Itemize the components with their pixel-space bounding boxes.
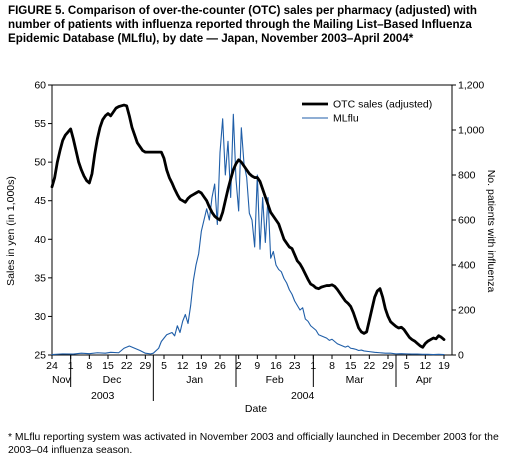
y-axis-right: 0 200 400 600 800 1,000 1,200 xyxy=(452,80,484,362)
x-tick-label: 29 xyxy=(139,360,151,372)
x-axis-title: Date xyxy=(245,403,267,415)
x-tick-label: 22 xyxy=(121,360,133,372)
y2-axis-title: No. patients with influenza xyxy=(485,170,497,293)
x-tick-label: 15 xyxy=(102,360,114,372)
y-axis-title: Sales in yen (in 1,000s) xyxy=(5,176,17,286)
x-axis: 241815222951219262916231815222951219NovD… xyxy=(46,355,450,402)
legend-label-otc-sales: OTC sales (adjusted) xyxy=(333,99,432,111)
y-tick-label: 35 xyxy=(34,272,46,284)
y2-tick-label: 0 xyxy=(458,350,464,362)
figure-title: FIGURE 5. Comparison of over-the-counter… xyxy=(8,4,477,45)
x-tick-label: 9 xyxy=(254,360,260,372)
x-tick-label: 12 xyxy=(419,360,431,372)
x-tick-label: 5 xyxy=(161,360,167,372)
x-tick-label: 15 xyxy=(345,360,357,372)
x-tick-label: 26 xyxy=(214,360,226,372)
x-tick-label: 19 xyxy=(195,360,207,372)
y-tick-label: 40 xyxy=(34,234,46,246)
y-tick-label: 30 xyxy=(34,311,46,323)
x-tick-label: 8 xyxy=(86,360,92,372)
y2-tick-label: 1,000 xyxy=(458,125,484,137)
x-tick-label: 22 xyxy=(363,360,375,372)
x-tick-label: 24 xyxy=(46,360,58,372)
month-label: Mar xyxy=(346,374,365,386)
y-tick-label: 55 xyxy=(34,118,46,130)
y-axis-left: 25 30 35 40 45 50 55 60 xyxy=(34,80,52,362)
x-tick-label: 16 xyxy=(270,360,282,372)
month-label: Dec xyxy=(103,374,122,386)
x-tick-label: 12 xyxy=(177,360,189,372)
legend: OTC sales (adjusted) MLflu xyxy=(302,99,432,125)
y-tick-label: 25 xyxy=(34,350,46,362)
x-tick-label: 5 xyxy=(404,360,410,372)
series-line-otc-sales xyxy=(50,103,446,349)
series-layer xyxy=(50,103,446,356)
x-tick-label: 19 xyxy=(438,360,450,372)
y2-tick-label: 400 xyxy=(458,260,476,272)
month-label: Feb xyxy=(266,374,284,386)
legend-label-mlflu: MLflu xyxy=(333,113,359,125)
month-label: Apr xyxy=(416,374,433,386)
y-tick-label: 60 xyxy=(34,80,46,92)
footnote: * MLflu reporting system was activated i… xyxy=(8,432,499,456)
y-tick-label: 45 xyxy=(34,195,46,207)
y2-tick-label: 800 xyxy=(458,170,476,182)
y2-tick-label: 200 xyxy=(458,305,476,317)
series-line-mlflu xyxy=(51,113,445,356)
x-tick-label: 23 xyxy=(289,360,301,372)
year-label: 2003 xyxy=(91,390,115,402)
month-label: Jan xyxy=(186,374,203,386)
y2-tick-label: 1,200 xyxy=(458,80,484,92)
x-tick-label: 29 xyxy=(382,360,394,372)
y-tick-label: 50 xyxy=(34,157,46,169)
year-label: 2004 xyxy=(291,390,315,402)
x-tick-label: 2 xyxy=(236,360,242,372)
y2-tick-label: 600 xyxy=(458,215,476,227)
month-label: Nov xyxy=(52,374,71,386)
x-tick-label: 8 xyxy=(329,360,335,372)
